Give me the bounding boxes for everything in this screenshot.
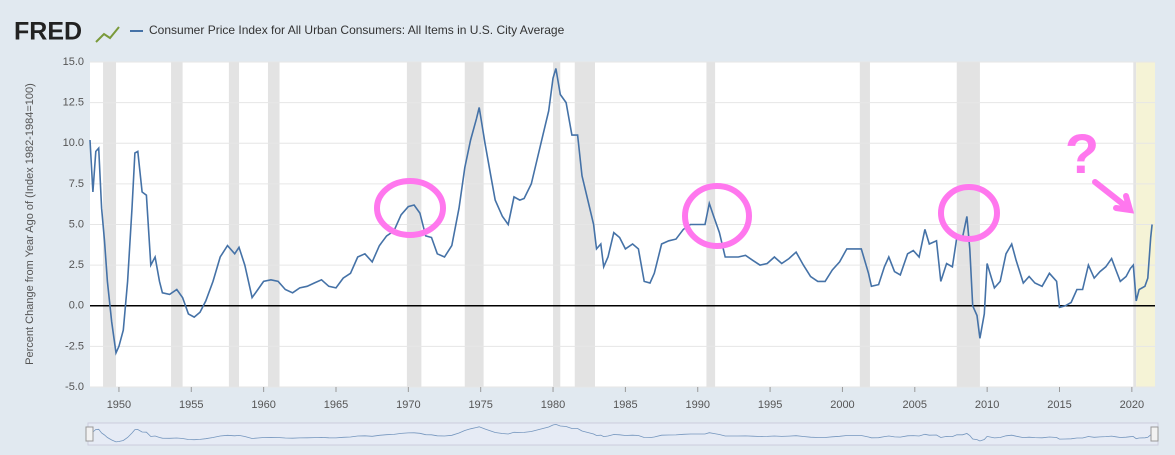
x-tick-label: 1965 [324, 399, 348, 411]
x-tick-label: 1980 [541, 399, 565, 411]
x-tick-label: 1995 [758, 399, 782, 411]
navigator-handle[interactable] [85, 426, 94, 442]
x-tick-label: 1955 [179, 399, 203, 411]
x-tick-label: 2010 [975, 399, 999, 411]
annotation-circle [938, 184, 1000, 242]
legend-label: Consumer Price Index for All Urban Consu… [149, 23, 565, 37]
y-tick-label: 0.0 [69, 300, 84, 312]
annotation-arrow [1092, 179, 1135, 214]
x-tick-label: 2000 [830, 399, 854, 411]
x-tick-label: 1960 [251, 399, 275, 411]
annotation-circle [374, 178, 446, 238]
y-tick-label: -5.0 [65, 381, 84, 393]
logo-icon [95, 26, 120, 43]
annotations [374, 178, 1135, 249]
y-tick-label: 12.5 [63, 97, 84, 109]
navigator-line [89, 423, 1153, 443]
x-tick-label: 2020 [1120, 399, 1144, 411]
x-tick-label: 1950 [107, 399, 131, 411]
y-tick-label: 2.5 [69, 259, 84, 271]
y-tick-label: -2.5 [65, 340, 84, 352]
y-axis-label: Percent Change from Year Ago of (Index 1… [24, 83, 36, 365]
annotation-text: ? [1065, 122, 1099, 185]
y-tick-label: 7.5 [69, 178, 84, 190]
x-tick-label: 2015 [1047, 399, 1071, 411]
y-tick-label: 10.0 [63, 137, 84, 149]
navigator-handle[interactable] [1150, 426, 1159, 442]
x-tick-label: 2005 [903, 399, 927, 411]
x-tick-label: 1985 [613, 399, 637, 411]
logo: FRED [14, 18, 82, 46]
series-line [89, 68, 1153, 356]
x-tick-label: 1975 [468, 399, 492, 411]
plot: 15.0 12.5 10.0 7.5 5.0 2.5 0.0 -2.5 -5.0 1950 1955… [63, 56, 1155, 411]
x-tick-label: 1990 [686, 399, 710, 411]
x-tick-label: 1970 [396, 399, 420, 411]
navigator [87, 422, 1159, 446]
y-tick-label: 15.0 [63, 56, 84, 68]
navigator-series [89, 423, 1153, 443]
y-tick-label: 5.0 [69, 218, 84, 230]
annotation-circle [682, 183, 752, 249]
